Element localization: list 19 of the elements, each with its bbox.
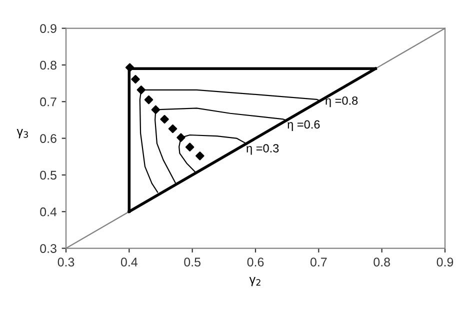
y-tick-label: 0.9	[40, 24, 56, 33]
x-tick-label: 0.9	[436, 258, 454, 267]
x-tick-label: 0.8	[374, 258, 390, 267]
y-axis-title: γ$_{3}$	[16, 129, 28, 138]
x-tick-label: 0.4	[120, 258, 138, 267]
y-tick-label: 0.6	[40, 134, 56, 143]
y-tick-label: 0.5	[40, 170, 56, 180]
y-tick-label: 0.7	[40, 97, 56, 106]
annotation: η =0.6	[288, 120, 320, 131]
annotation: η =0.3	[246, 144, 279, 155]
x-tick-label: 0.3	[58, 258, 74, 267]
y-tick-label: 0.8	[40, 60, 56, 70]
x-tick-label: 0.7	[310, 258, 327, 267]
y-tick-label: 0.4	[40, 207, 57, 216]
x-tick-label: 0.6	[247, 258, 264, 267]
annotation: η =0.8	[326, 96, 358, 108]
x-axis-title: γ$_{2}$	[249, 276, 260, 286]
x-tick-label: 0.5	[184, 258, 200, 267]
y-tick-label: 0.3	[40, 244, 56, 253]
